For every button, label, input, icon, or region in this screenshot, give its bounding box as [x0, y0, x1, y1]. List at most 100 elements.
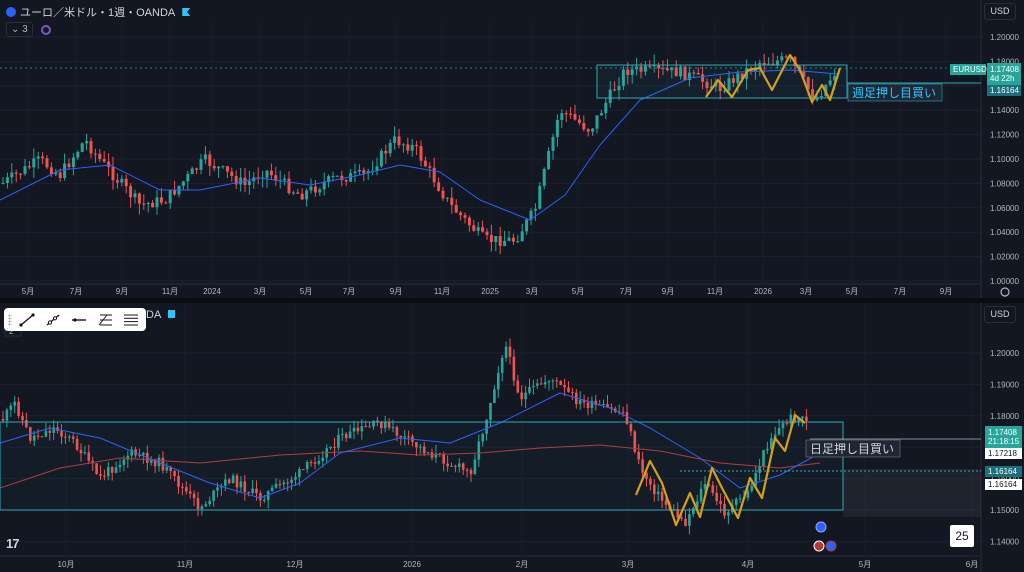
candle-body: [221, 166, 225, 168]
candle-body: [696, 72, 700, 75]
toolbar-drag-handle[interactable]: [8, 313, 12, 326]
daily-chart-canvas[interactable]: 1.200001.190001.180001.170001.160001.150…: [0, 303, 1024, 572]
candle-body: [454, 204, 458, 213]
candle-body: [305, 462, 309, 470]
candle-body: [126, 455, 130, 460]
candle-body: [657, 65, 661, 69]
candle-body: [391, 427, 395, 429]
candle-body: [524, 392, 527, 400]
candle-body: [660, 491, 664, 501]
symbol-title[interactable]: ユーロ／米ドル・1週・OANDA: [20, 7, 176, 19]
candle-body: [547, 381, 551, 383]
candle-body: [348, 431, 352, 439]
indicator-toggle[interactable]: ⌄ 3: [6, 22, 33, 37]
counter-badge[interactable]: 25: [950, 525, 974, 547]
candle-body: [652, 65, 656, 67]
level-tag-text: 1.16164: [988, 480, 1017, 489]
candle-body: [582, 122, 586, 130]
candle-body: [208, 500, 211, 505]
event-icon[interactable]: [825, 540, 837, 552]
symbol-title-fragment: DA: [146, 309, 162, 321]
daily-zigzag-pattern: [634, 413, 806, 527]
candle-body: [274, 175, 278, 181]
horizontal-line-icon[interactable]: [68, 311, 90, 329]
candle-body: [357, 169, 361, 172]
candle-body: [181, 181, 185, 186]
candle-body: [595, 115, 599, 129]
price-tag-text: 1.17408: [988, 428, 1017, 437]
candle-body: [512, 356, 516, 381]
candle-body: [674, 67, 678, 77]
candle-body: [344, 433, 348, 439]
candle-body: [5, 177, 9, 184]
candle-body: [388, 142, 392, 154]
candle-body: [13, 401, 16, 406]
candle-body: [415, 144, 419, 147]
daily-chart-pane[interactable]: 1.200001.190001.180001.170001.160001.150…: [0, 303, 1024, 572]
weekly-chart-pane[interactable]: 1.200001.180001.160001.140001.120001.100…: [0, 0, 1024, 298]
candle-body: [705, 81, 709, 89]
drawing-toolbar[interactable]: [4, 308, 146, 331]
gear-icon[interactable]: [1000, 287, 1010, 297]
candle-body: [76, 151, 80, 158]
level-tag-text: 1.16164: [988, 467, 1017, 476]
tradingview-logo[interactable]: 17: [6, 536, 20, 551]
candle-body: [661, 68, 665, 70]
candle-body: [247, 181, 251, 185]
time-tick: 9月: [390, 287, 402, 296]
event-icon[interactable]: [815, 521, 827, 533]
currency-button[interactable]: USD: [984, 3, 1016, 20]
fib-icon[interactable]: [94, 311, 116, 329]
time-tick: 10月: [58, 560, 75, 569]
candle-body: [263, 499, 266, 501]
candle-body: [58, 172, 62, 178]
candle-body: [340, 175, 344, 181]
candle-body: [520, 392, 523, 400]
countdown-tag-text: 21:18:15: [988, 437, 1020, 446]
candle-body: [107, 161, 111, 167]
candle-body: [17, 401, 20, 416]
candle-body: [302, 469, 305, 471]
candle-body: [719, 501, 722, 504]
candle-body: [780, 56, 784, 61]
candle-body: [114, 467, 118, 473]
moving-average-red: [0, 444, 821, 489]
ray-icon[interactable]: [42, 311, 64, 329]
us-flag-icon[interactable]: [813, 540, 825, 552]
time-tick: 7月: [343, 287, 355, 296]
candle-body: [360, 426, 364, 432]
candle-body: [481, 227, 485, 232]
candle-body: [188, 491, 192, 494]
indicator-row: ⌄ 3: [6, 22, 51, 37]
candle-body: [709, 86, 713, 89]
candle-body: [419, 146, 423, 161]
candle-body: [577, 119, 581, 123]
weekly-chart-canvas[interactable]: 1.200001.180001.160001.140001.120001.100…: [0, 0, 1024, 298]
time-tick: 9月: [662, 287, 674, 296]
candle-body: [422, 446, 426, 454]
time-tick: 11月: [162, 287, 178, 296]
candle-body: [754, 472, 757, 486]
candle-body: [767, 63, 771, 65]
candle-body: [819, 96, 823, 98]
candle-body: [608, 89, 612, 103]
candle-body: [393, 136, 397, 143]
time-tick: 4月: [742, 560, 754, 569]
price-tick: 1.18000: [990, 57, 1019, 66]
candle-body: [356, 427, 360, 432]
candle-body: [472, 225, 476, 231]
candle-body: [532, 385, 535, 387]
trend-line-icon[interactable]: [16, 311, 38, 329]
daily-zone-box[interactable]: [0, 421, 844, 511]
price-tick: 1.12000: [990, 131, 1019, 140]
annotation-box[interactable]: [847, 83, 943, 102]
pane-divider[interactable]: [0, 298, 1024, 303]
currency-button-bottom[interactable]: USD: [984, 306, 1016, 323]
candle-body: [44, 430, 48, 437]
candle-body: [477, 441, 481, 460]
price-tick: 1.19000: [990, 380, 1019, 389]
annotation-box[interactable]: [805, 439, 901, 458]
candle-body: [372, 420, 375, 427]
indicator-status-icon[interactable]: [40, 24, 51, 35]
parallel-channel-icon[interactable]: [120, 311, 142, 329]
